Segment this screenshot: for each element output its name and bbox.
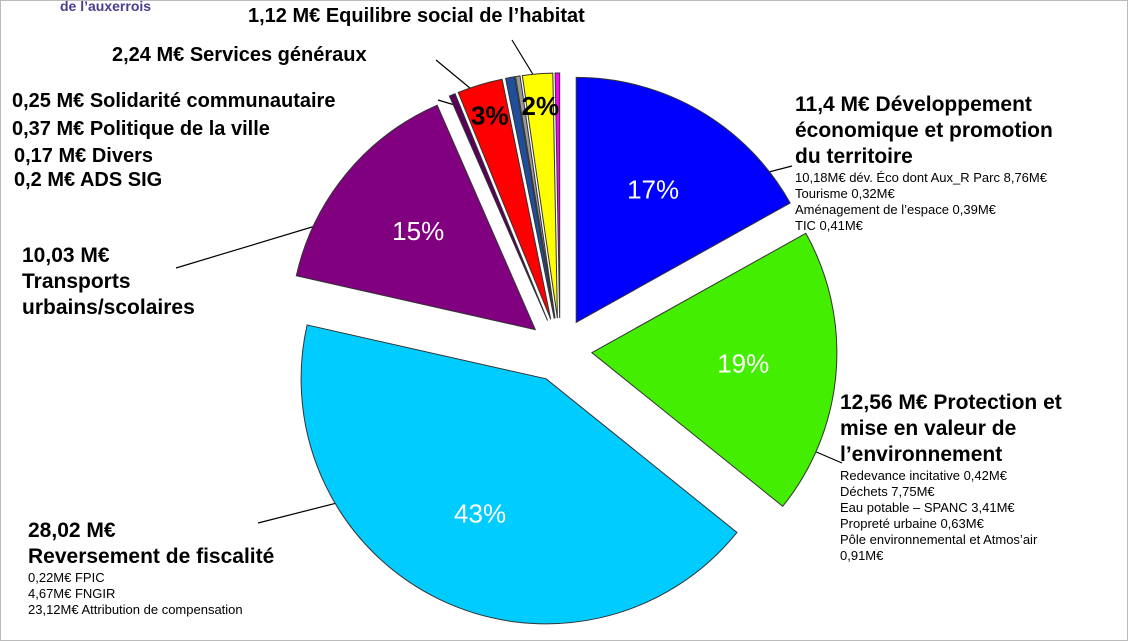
slice-detail: 10,18M€ dév. Éco dont Aux_R Parc 8,76M€ xyxy=(795,170,1047,185)
slice-detail: TIC 0,41M€ xyxy=(795,218,863,233)
slice-label-line: l’environnement xyxy=(840,443,1003,466)
slice-detail: Tourisme 0,32M€ xyxy=(795,186,895,201)
slice-label: 0,17 M€ Divers xyxy=(14,144,153,168)
pie-slice xyxy=(505,76,555,319)
percent-label: 2% xyxy=(522,91,560,121)
slice-label: 11,4 M€ Développement économique et promo… xyxy=(795,92,1053,234)
slice-label-line: 12,56 M€ Protection et xyxy=(840,391,1062,414)
logo-text: de l’auxerrois xyxy=(60,0,152,14)
slice-detail: 0,22M€ FPIC xyxy=(28,570,105,585)
slice-label-line: économique et promotion xyxy=(795,119,1053,142)
slice-detail: Redevance incitative 0,42M€ xyxy=(840,468,1007,483)
pie-slice xyxy=(590,232,838,508)
pie-slice xyxy=(554,72,561,319)
percent-label: 19% xyxy=(717,348,769,378)
slice-label-line: Reversement de fiscalité xyxy=(28,545,275,568)
slice-label-line: 28,02 M€ xyxy=(28,519,116,542)
slice-label-line: urbains/scolaires xyxy=(22,296,195,319)
slice-label-line: 0,17 M€ Divers xyxy=(14,145,153,167)
slice-label: 10,03 M€ Transports urbains/scolaires xyxy=(22,243,195,321)
pie-slice xyxy=(300,324,738,625)
pie-slice xyxy=(514,75,556,319)
slice-label: 12,56 M€ Protection et mise en valeur de l… xyxy=(840,390,1062,564)
percent-label: 43% xyxy=(454,498,506,528)
slice-label: 2,24 M€ Services généraux xyxy=(112,43,367,67)
slice-label: 28,02 M€ Reversement de fiscalité 0,22M€ F… xyxy=(28,518,274,618)
slice-label-line: du territoire xyxy=(795,145,913,168)
slice-detail: Pôle environnemental et Atmos’air xyxy=(840,532,1038,547)
pie-slice xyxy=(575,76,791,324)
pie-slice xyxy=(295,104,537,331)
slice-label-line: 0,2 M€ ADS SIG xyxy=(14,169,163,191)
slice-label-line: 0,25 M€ Solidarité communautaire xyxy=(12,90,336,112)
percent-label: 17% xyxy=(627,174,679,204)
percent-labels: 17% 19% 43% 15% 3% 2% xyxy=(392,91,769,529)
slice-label-line: 0,37 M€ Politique de la ville xyxy=(12,118,270,140)
slice-label-line: 2,24 M€ Services généraux xyxy=(112,44,367,66)
slice-detail: 4,67M€ FNGIR xyxy=(28,586,116,601)
slice-detail: Propreté urbaine 0,63M€ xyxy=(840,516,984,531)
percent-label: 15% xyxy=(392,216,444,246)
slice-label: 1,12 M€ Equilibre social de l’habitat xyxy=(248,4,585,28)
slice-label-line: 10,03 M€ xyxy=(22,244,110,267)
slice-label-line: mise en valeur de xyxy=(840,417,1017,440)
pie-slice xyxy=(457,78,552,320)
slice-detail: 23,12M€ Attribution de compensation xyxy=(28,602,243,617)
slice-label: 0,25 M€ Solidarité communautaire xyxy=(12,89,335,113)
slice-detail: Eau potable – SPANC 3,41M€ xyxy=(840,500,1015,515)
slice-label-line: Transports xyxy=(22,270,131,293)
slice-detail: Aménagement de l’espace 0,39M€ xyxy=(795,202,996,217)
slice-label-line: 11,4 M€ Développement xyxy=(795,93,1032,116)
percent-label: 3% xyxy=(471,101,509,131)
pie-slice xyxy=(521,72,558,319)
slice-label-line: 1,12 M€ Equilibre social de l’habitat xyxy=(248,5,585,27)
pie-slice xyxy=(448,93,549,321)
slice-detail: Déchets 7,75M€ xyxy=(840,484,935,499)
slice-label: 0,2 M€ ADS SIG xyxy=(14,168,162,192)
slice-detail: 0,91M€ xyxy=(840,548,884,563)
slice-label: 0,37 M€ Politique de la ville xyxy=(12,117,270,141)
leader-line xyxy=(175,223,323,269)
